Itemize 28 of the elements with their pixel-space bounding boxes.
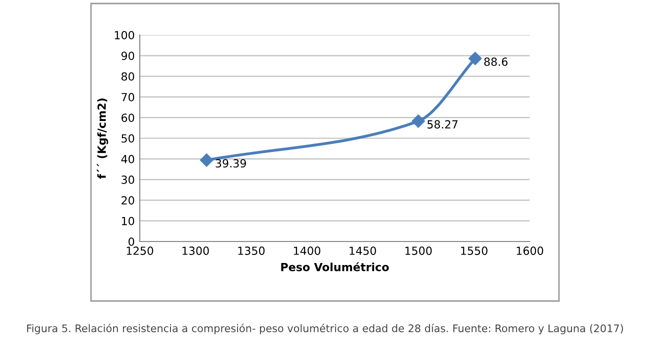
x-tick-label: 1550 [461,246,488,255]
y-tick-label: 60 [122,114,134,122]
text: Figura 5. Relación resistencia a compresión- peso volumétrico a edad de 28 días. Fuente: Romero y Laguna (2017) [27,324,623,334]
y-tick-label: 0 [128,237,134,246]
y-tick-label: 20 [122,196,134,205]
x-tick-label: 1450 [350,246,376,255]
y-tick-label: 50 [122,134,134,143]
point [468,52,482,66]
y-tick-label: 10 [122,216,134,226]
y-tick-label: 70 [122,92,134,102]
y-tick-label: 30 [122,176,134,184]
point [412,114,425,128]
x-tick-label: 1500 [405,246,432,255]
y-tick-label: 100 [114,30,134,40]
x-tick-label: 1300 [182,246,209,255]
y-tick-label: 90 [121,52,134,60]
y-tick-label: 80 [122,72,134,81]
data-label: 88.6 [484,58,508,66]
data-label: 39.39 [216,159,246,168]
point [200,154,214,167]
x-tick-label: 1350 [238,246,265,255]
y-axis-title: f´´ (Kgf/cm2) [96,98,108,179]
x-tick-label: 1600 [516,246,544,255]
x-tick-label: 1250 [126,246,154,255]
x-axis-title: Peso Volumétrico [281,262,389,272]
x-tick-label: 1400 [294,246,320,255]
y-tick-label: 40 [121,154,134,164]
data-label: 58.27 [428,120,458,129]
